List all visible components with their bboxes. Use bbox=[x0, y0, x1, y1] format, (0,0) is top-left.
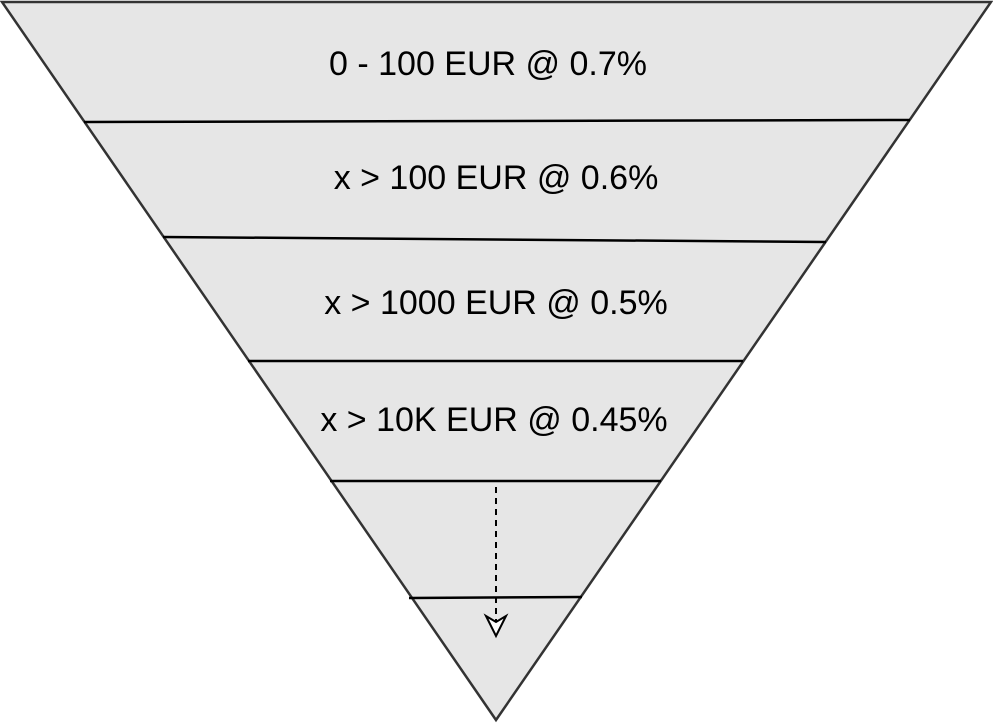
tier-label-4: x > 10K EUR @ 0.45% bbox=[320, 401, 667, 439]
tier-divider bbox=[83, 118, 911, 124]
tier-label-2: x > 100 EUR @ 0.6% bbox=[334, 159, 659, 197]
tier-label-3: x > 1000 EUR @ 0.5% bbox=[324, 284, 668, 322]
continuation-arrow-head bbox=[483, 613, 509, 639]
tier-divider bbox=[162, 235, 827, 244]
tier-label-1: 0 - 100 EUR @ 0.7% bbox=[329, 45, 647, 83]
